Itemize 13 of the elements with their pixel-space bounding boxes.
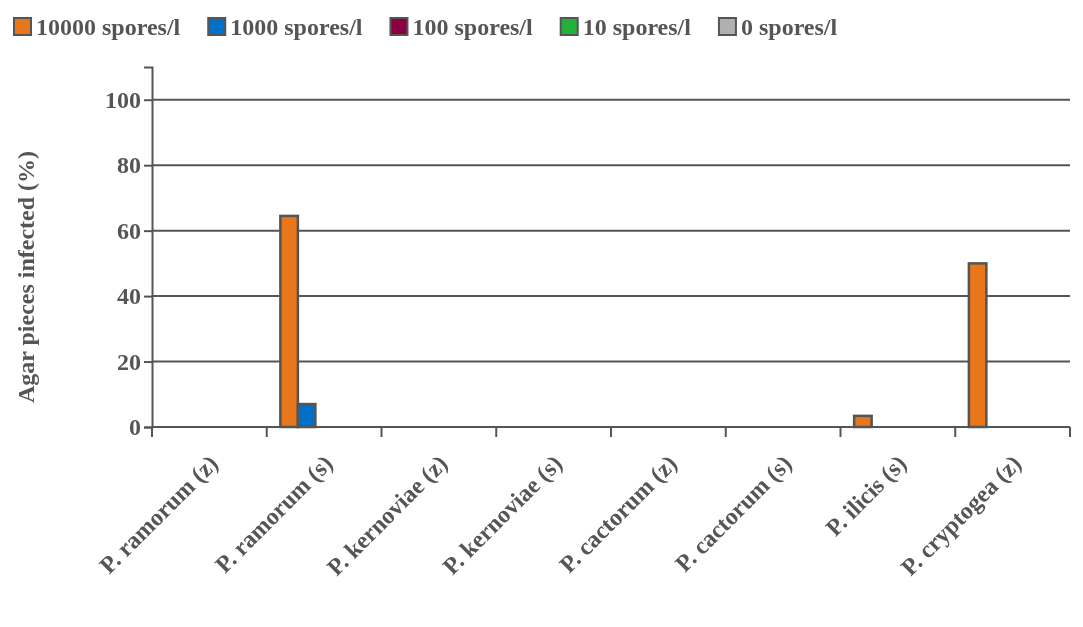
legend-label: 100 spores/l [412, 14, 534, 40]
x-tick-label: P. ilicis (s) [820, 450, 912, 541]
y-axis-title: Agar pieces infected (%) [13, 150, 39, 404]
y-tick-label: 20 [117, 348, 141, 375]
legend-label: 10 spores/l [582, 14, 692, 40]
y-tick-label: 60 [117, 217, 141, 244]
y-tick-label: 100 [105, 86, 141, 113]
legend-label: 1000 spores/l [230, 14, 363, 40]
legend-label: 0 spores/l [740, 14, 838, 40]
y-tick-label: 0 [129, 414, 141, 441]
y-tick-label: 80 [117, 152, 141, 179]
legend-label: 10000 spores/l [36, 14, 181, 40]
y-tick-label: 40 [117, 283, 141, 310]
